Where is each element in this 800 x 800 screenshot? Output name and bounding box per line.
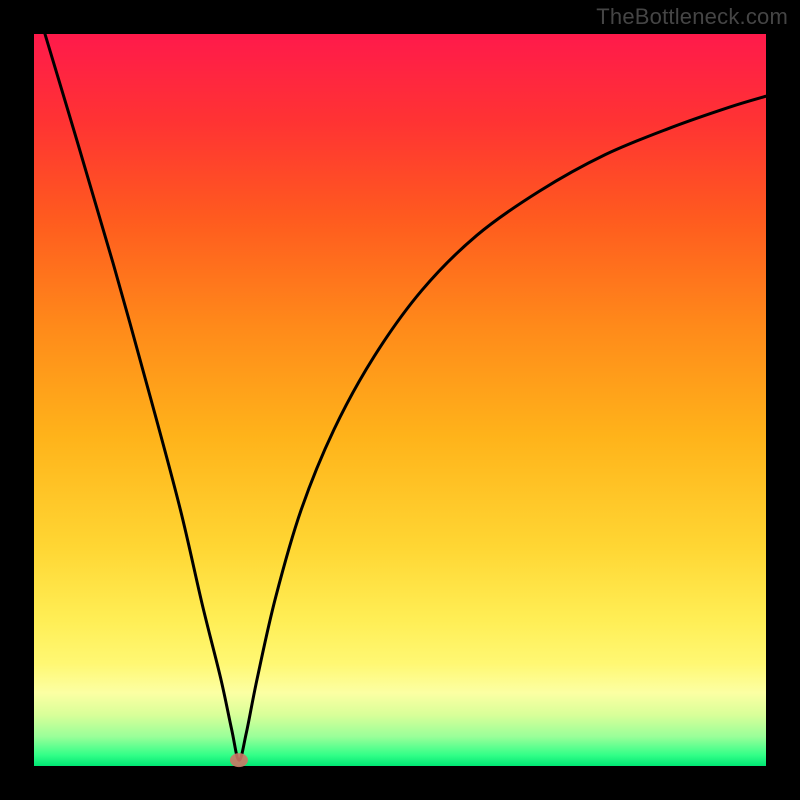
chart-container: TheBottleneck.com <box>0 0 800 800</box>
bottleneck-chart <box>0 0 800 800</box>
watermark-text: TheBottleneck.com <box>596 4 788 30</box>
optimal-point-marker <box>230 753 248 767</box>
plot-background <box>34 34 766 766</box>
